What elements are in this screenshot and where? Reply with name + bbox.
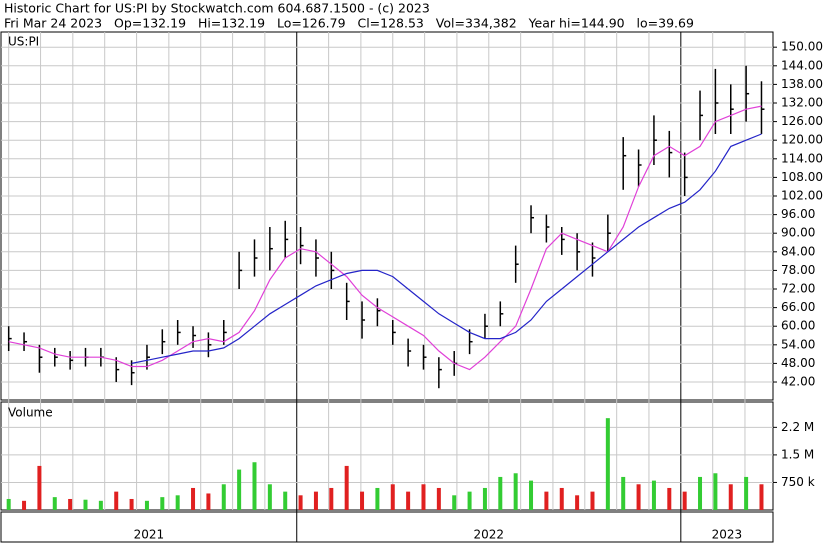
y-tick-label: 72.00 (781, 282, 815, 296)
volume-bar (267, 484, 272, 510)
x-period-label: 2022 (474, 528, 505, 542)
volume-bar (406, 491, 411, 510)
volume-bar (590, 491, 595, 510)
volume-bar (651, 480, 656, 510)
volume-bar (605, 418, 610, 510)
volume-bar (52, 497, 57, 510)
volume-bar (252, 462, 257, 510)
volume-bar (467, 491, 472, 510)
symbol-label: US:PI (8, 35, 39, 49)
volume-bar (713, 473, 718, 510)
y-tick-label: 96.00 (781, 207, 815, 221)
volume-panel (0, 401, 774, 511)
volume-bar (114, 491, 119, 510)
grid (1, 32, 777, 542)
moving-average (131, 133, 762, 364)
volume-bar (83, 499, 88, 510)
volume-bar (6, 498, 11, 510)
volume-bar (759, 484, 764, 510)
x-period-label: 2021 (134, 528, 165, 542)
volume-bar (482, 487, 487, 510)
volume-bar (375, 487, 380, 510)
volume-bar (206, 493, 211, 510)
volume-bar (144, 500, 149, 510)
volume-bar (452, 495, 457, 510)
volume-bar (559, 487, 564, 510)
volume-bar (129, 498, 134, 510)
marks (6, 65, 765, 510)
chart-title: Historic Chart for US:PI by Stockwatch.c… (4, 1, 430, 16)
y-tick-label: 78.00 (781, 263, 815, 277)
x-period-label: 2023 (712, 528, 743, 542)
volume-bar (360, 491, 365, 510)
volume-bar (744, 476, 749, 510)
volume-bar (221, 484, 226, 510)
volume-bar (436, 487, 441, 510)
y-tick-label: 90.00 (781, 226, 815, 240)
volume-bar (37, 465, 42, 510)
volume-bar (682, 491, 687, 510)
y-tick-label: 84.00 (781, 244, 815, 258)
volume-tick-label: 1.5 M (781, 447, 814, 461)
volume-bar (498, 476, 503, 510)
y-tick-label: 138.00 (781, 77, 823, 91)
y-tick-label: 48.00 (781, 356, 815, 370)
volume-bar (22, 500, 27, 510)
volume-tick-label: 750 k (781, 475, 815, 489)
y-tick-label: 144.00 (781, 58, 823, 72)
y-tick-label: 54.00 (781, 337, 815, 351)
date-axis (0, 511, 774, 543)
volume-bar (728, 484, 733, 510)
volume-bar (421, 484, 426, 510)
y-tick-label: 60.00 (781, 319, 815, 333)
y-tick-label: 108.00 (781, 170, 823, 184)
volume-bar (68, 498, 73, 510)
volume-bar (283, 491, 288, 510)
volume-bar (621, 476, 626, 510)
volume-bar (98, 500, 103, 510)
price-panel (0, 31, 774, 401)
moving-average (8, 105, 762, 371)
volume-bar (191, 487, 196, 510)
volume-bar (329, 487, 334, 510)
chart-subtitle: Fri Mar 24 2023 Op=132.19 Hi=132.19 Lo=1… (4, 16, 694, 31)
y-tick-label: 102.00 (781, 189, 823, 203)
volume-tick-label: 2.2 M (781, 420, 814, 434)
volume-bar (160, 497, 165, 510)
y-tick-label: 132.00 (781, 95, 823, 109)
volume-bar (313, 491, 318, 510)
volume-bar (298, 495, 303, 510)
volume-bar (390, 484, 395, 510)
volume-bar (237, 469, 242, 510)
volume-bar (575, 495, 580, 510)
volume-bar (667, 487, 672, 510)
volume-bar (529, 480, 534, 510)
volume-bar (513, 473, 518, 510)
volume-bar (344, 465, 349, 510)
volume-bar (636, 484, 641, 510)
y-tick-label: 120.00 (781, 133, 823, 147)
y-tick-label: 66.00 (781, 300, 815, 314)
volume-label: Volume (8, 406, 53, 420)
y-tick-label: 114.00 (781, 151, 823, 165)
y-tick-label: 150.00 (781, 40, 823, 54)
y-tick-label: 126.00 (781, 114, 823, 128)
volume-bar (175, 495, 180, 510)
volume-bar (698, 476, 703, 510)
y-tick-label: 42.00 (781, 375, 815, 389)
volume-bar (544, 491, 549, 510)
